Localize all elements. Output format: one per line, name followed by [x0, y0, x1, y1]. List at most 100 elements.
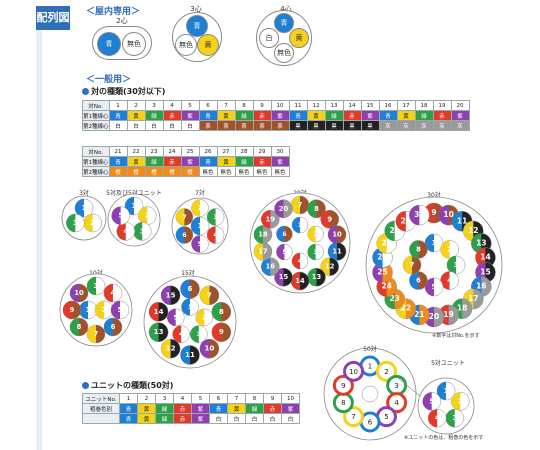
- indoor-3core-core-2: 無色: [175, 34, 197, 56]
- unit-number: 5: [384, 413, 388, 421]
- pair-number: 2: [198, 204, 202, 212]
- pair-table-2: 対No. 21 22 23 24 25 26 27 28 29 30 第1種線心青黄緑赤紫青黄緑赤紫第…: [82, 146, 290, 177]
- unit-table: ユニットNo. 1 2 3 4 5 6 7 8 9 10 粗巻色別青黄緑赤紫青黄緑赤紫青黄緑赤紫白白白…: [82, 393, 300, 424]
- unit-number: 7: [351, 413, 355, 421]
- pair-number: 12: [325, 263, 335, 271]
- pair-number: 4: [213, 231, 218, 239]
- pair-number: 5: [198, 240, 202, 248]
- unit-ring: [343, 360, 365, 382]
- section-tag: 配列図: [36, 6, 70, 30]
- indoor-3core-cores: 青無色黄: [172, 12, 222, 62]
- pair-half: [409, 205, 420, 226]
- pair-number: 29: [401, 216, 411, 225]
- pair-number: 18: [457, 304, 467, 313]
- table-color-cell: 白: [209, 413, 228, 424]
- pair-half: [167, 308, 176, 326]
- pair-half: [261, 257, 271, 276]
- table-row-label-blank: [82, 413, 120, 424]
- pair-number: 6: [188, 284, 193, 293]
- pair-number: 2: [145, 212, 150, 220]
- pair-half: [403, 256, 412, 274]
- pair-half: [422, 392, 432, 411]
- pair-half: [307, 226, 316, 242]
- table-number-cell: 10: [281, 393, 300, 404]
- pair-number: 5: [118, 212, 123, 220]
- pair-half: [191, 217, 200, 235]
- pair-half: [463, 220, 474, 241]
- pair-number: 9: [431, 208, 436, 217]
- diagram-label-15pair: 15対: [181, 270, 195, 277]
- table-row: 粗巻色別青黄緑赤紫青黄緑赤紫: [82, 403, 300, 414]
- pair-half: [83, 214, 93, 232]
- pair-number: 10: [332, 231, 342, 239]
- indoor-2core-label: 2心: [116, 17, 128, 25]
- pair-half: [161, 285, 171, 305]
- unit-number: 8: [341, 399, 345, 407]
- table-number-cell: 8: [245, 393, 264, 404]
- pair-number: 9: [327, 215, 332, 223]
- table-number-cell: 4: [173, 393, 192, 404]
- pair-half: [63, 301, 72, 319]
- pair-half: [452, 211, 463, 232]
- pair-half: [95, 301, 104, 319]
- pair-half: [291, 272, 300, 290]
- unit-note: ※ユニットの色は、粗巻の色を示す: [404, 435, 484, 441]
- table-color-cell: 赤: [173, 413, 192, 424]
- unit5-label: 5対ユニット: [431, 360, 465, 367]
- pair-half: [328, 225, 338, 244]
- pair-half: [181, 298, 190, 316]
- pair-number: 5: [432, 283, 437, 291]
- pair-half: [395, 211, 406, 232]
- pair-number: 13: [476, 238, 486, 247]
- pair-number: 3: [140, 227, 145, 235]
- pair-number: 1: [444, 387, 449, 395]
- unit-number: 2: [384, 368, 388, 376]
- pair-half: [207, 208, 216, 226]
- pair-number: 5: [429, 397, 434, 405]
- bullet-icon: [82, 382, 89, 389]
- pair-number: 17: [468, 294, 478, 303]
- pair-types-title-text: 対の種類(30対以下): [91, 87, 166, 96]
- table-color-cell: 白: [263, 413, 282, 424]
- pair-number: 2: [90, 219, 95, 227]
- diagram-label-30pair: 30対: [427, 192, 441, 199]
- pair-number: 10: [443, 210, 453, 219]
- table-number-cell: 9: [263, 393, 282, 404]
- pair-number: 9: [70, 306, 75, 314]
- pair-half: [447, 256, 456, 274]
- pair-half: [180, 279, 190, 299]
- pair-number: 4: [447, 277, 452, 285]
- pair-half: [307, 268, 317, 287]
- pair-half: [75, 199, 84, 217]
- unit50-label: 50対: [363, 346, 377, 353]
- table-color-cell: 黄: [137, 413, 156, 424]
- pair-half: [437, 382, 446, 400]
- table-color-cell: 無色: [270, 166, 290, 177]
- pair-number: 1: [86, 306, 91, 314]
- table-number-cell: 5: [191, 393, 210, 404]
- pair-half: [190, 325, 199, 343]
- pair-number: 4: [123, 227, 128, 235]
- pair-half: [440, 240, 450, 259]
- pair-half: [292, 217, 300, 233]
- pair-half: [199, 339, 210, 359]
- pair-number: 1: [432, 239, 437, 247]
- pair-number: 21: [414, 310, 424, 319]
- unit-number: 10: [349, 368, 358, 376]
- pair-half: [207, 226, 216, 244]
- pair-number: 16: [476, 282, 486, 291]
- pair-number: 8: [416, 245, 421, 253]
- pair-half: [328, 242, 338, 261]
- pair-half: [276, 226, 285, 242]
- indoor-4core-core-1: 青: [274, 13, 294, 33]
- table-number-cell: 1: [119, 393, 138, 404]
- pair-number: 4: [435, 414, 440, 422]
- pair-half: [103, 317, 113, 336]
- pair-half: [70, 284, 80, 303]
- pair-half: [438, 205, 449, 226]
- pair-types-title: 対の種類(30対以下): [82, 86, 165, 97]
- pair-half: [409, 271, 419, 290]
- pair-half: [195, 308, 205, 326]
- bullet-icon: [82, 88, 89, 95]
